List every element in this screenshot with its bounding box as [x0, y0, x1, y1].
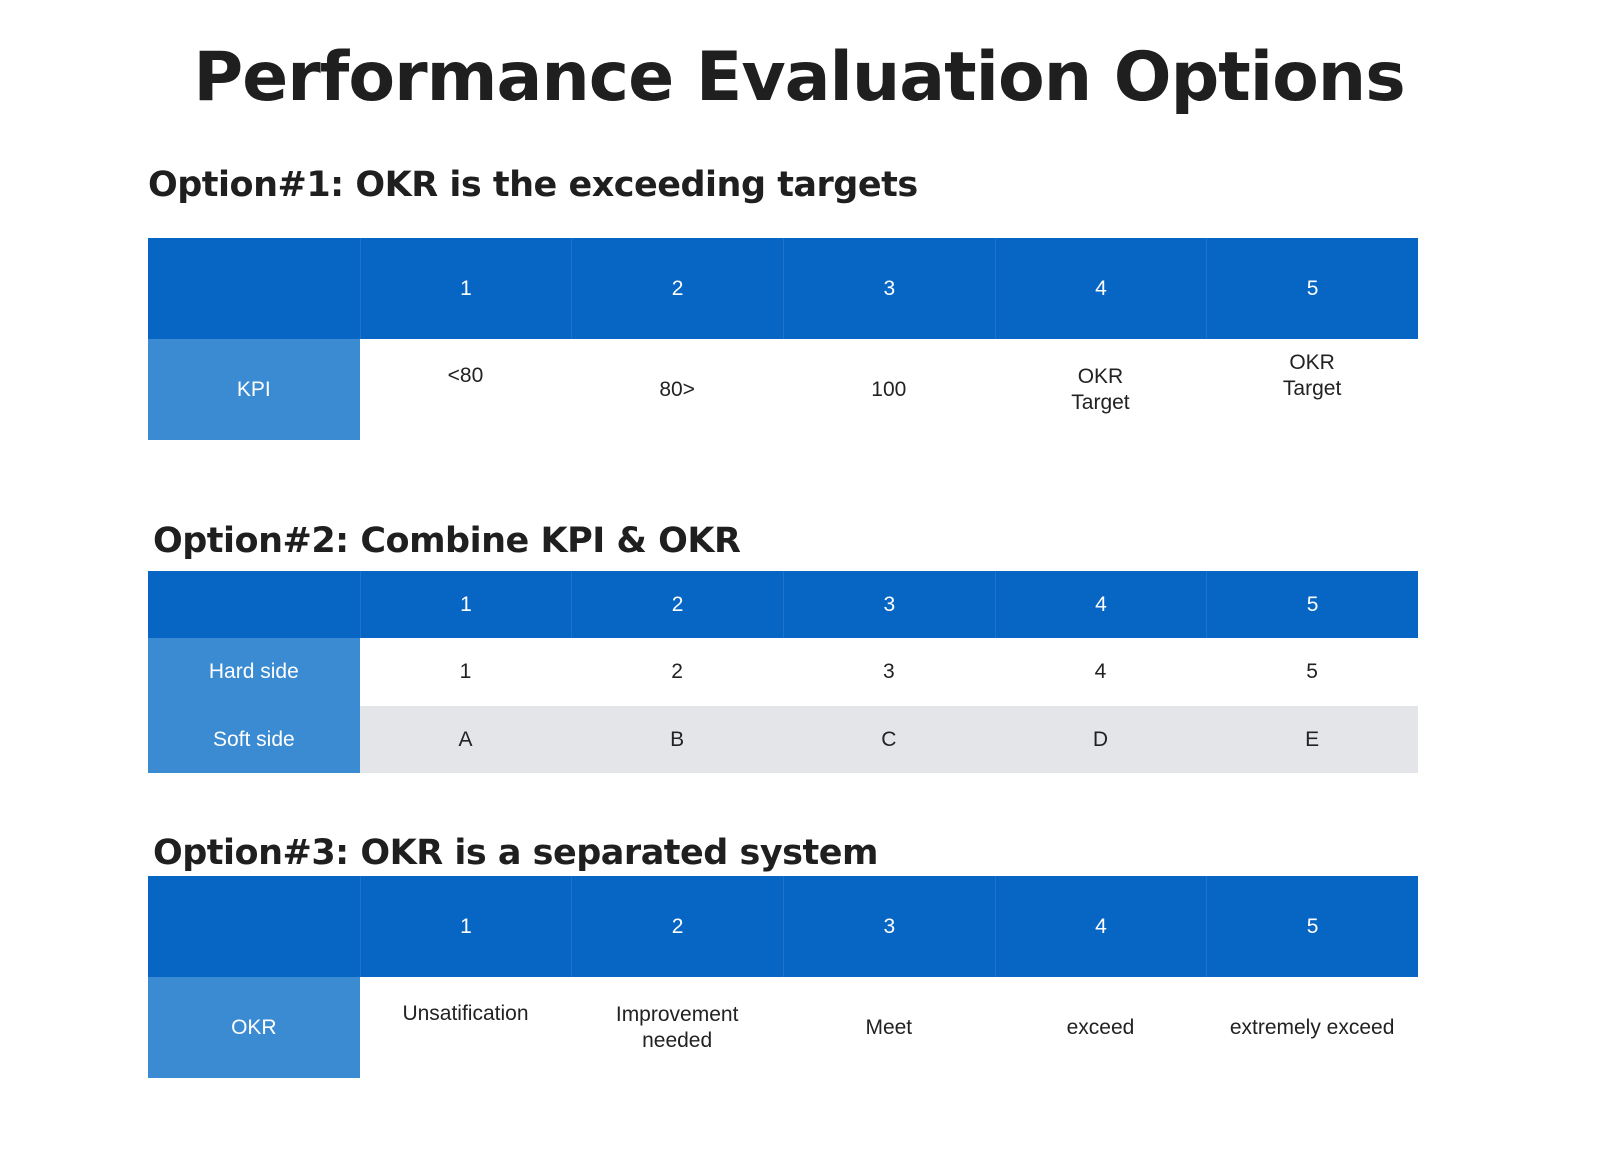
table-cell: 80>	[571, 339, 783, 440]
table-row: Soft side A B C D E	[148, 706, 1418, 773]
cell-text: <80	[447, 363, 484, 387]
header-cell-empty	[148, 238, 360, 339]
header-cell-1: 1	[359, 571, 572, 638]
table-cell: 4	[994, 638, 1207, 706]
header-cell-5: 5	[1206, 876, 1418, 977]
header-cell-3: 3	[782, 571, 995, 638]
table-row: OKR Unsatification Improvement needed Me…	[148, 977, 1418, 1078]
header-cell-2: 2	[571, 238, 783, 339]
table-cell: 3	[782, 638, 995, 706]
table-cell: B	[571, 706, 783, 773]
row-label-okr: OKR	[148, 977, 360, 1078]
table-cell: exceed	[994, 977, 1207, 1078]
option-1-heading: Option#1: OKR is the exceeding targets	[148, 165, 918, 205]
header-cell-2: 2	[571, 571, 783, 638]
cell-text: Unsatification	[402, 1001, 529, 1025]
header-cell-2: 2	[571, 876, 783, 977]
option-3-table: 1 2 3 4 5 OKR Unsatification Improvement…	[148, 876, 1418, 1078]
table-header-row: 1 2 3 4 5	[148, 238, 1418, 339]
header-cell-5: 5	[1206, 238, 1418, 339]
table-cell: OKR Target	[1206, 339, 1418, 440]
table-header-row: 1 2 3 4 5	[148, 571, 1418, 638]
table-cell: OKR Target	[994, 339, 1207, 440]
option-3-heading: Option#3: OKR is a separated system	[153, 833, 878, 873]
table-cell: Improvement needed	[571, 977, 783, 1078]
table-cell: E	[1206, 706, 1418, 773]
row-label-soft-side: Soft side	[148, 706, 360, 773]
table-row: KPI <80 80> 100 OKR Target OKR Target	[148, 339, 1418, 440]
header-cell-1: 1	[359, 238, 572, 339]
table-cell: A	[359, 706, 572, 773]
header-cell-4: 4	[994, 876, 1207, 977]
table-cell: C	[782, 706, 995, 773]
table-header-row: 1 2 3 4 5	[148, 876, 1418, 977]
table-cell: extremely exceed	[1206, 977, 1418, 1078]
header-cell-1: 1	[359, 876, 572, 977]
header-cell-4: 4	[994, 571, 1207, 638]
header-cell-empty	[148, 571, 360, 638]
table-cell: 100	[782, 339, 995, 440]
option-2-table: 1 2 3 4 5 Hard side 1 2 3 4 5 Soft side …	[148, 571, 1418, 773]
table-cell: 5	[1206, 638, 1418, 706]
header-cell-empty	[148, 876, 360, 977]
header-cell-4: 4	[994, 238, 1207, 339]
header-cell-5: 5	[1206, 571, 1418, 638]
header-cell-3: 3	[782, 876, 995, 977]
cell-text: OKR Target	[1282, 350, 1342, 400]
table-cell: 2	[571, 638, 783, 706]
row-label-hard-side: Hard side	[148, 638, 360, 706]
row-label-kpi: KPI	[148, 339, 360, 440]
table-row: Hard side 1 2 3 4 5	[148, 638, 1418, 706]
table-cell: Meet	[782, 977, 995, 1078]
option-1-table: 1 2 3 4 5 KPI <80 80> 100 OKR Target OKR…	[148, 238, 1418, 440]
option-2-heading: Option#2: Combine KPI & OKR	[153, 521, 741, 561]
table-cell: Unsatification	[359, 977, 572, 1078]
header-cell-3: 3	[782, 238, 995, 339]
table-cell: <80	[359, 339, 572, 440]
page-title: Performance Evaluation Options	[193, 38, 1405, 117]
table-cell: D	[994, 706, 1207, 773]
table-cell: 1	[359, 638, 572, 706]
